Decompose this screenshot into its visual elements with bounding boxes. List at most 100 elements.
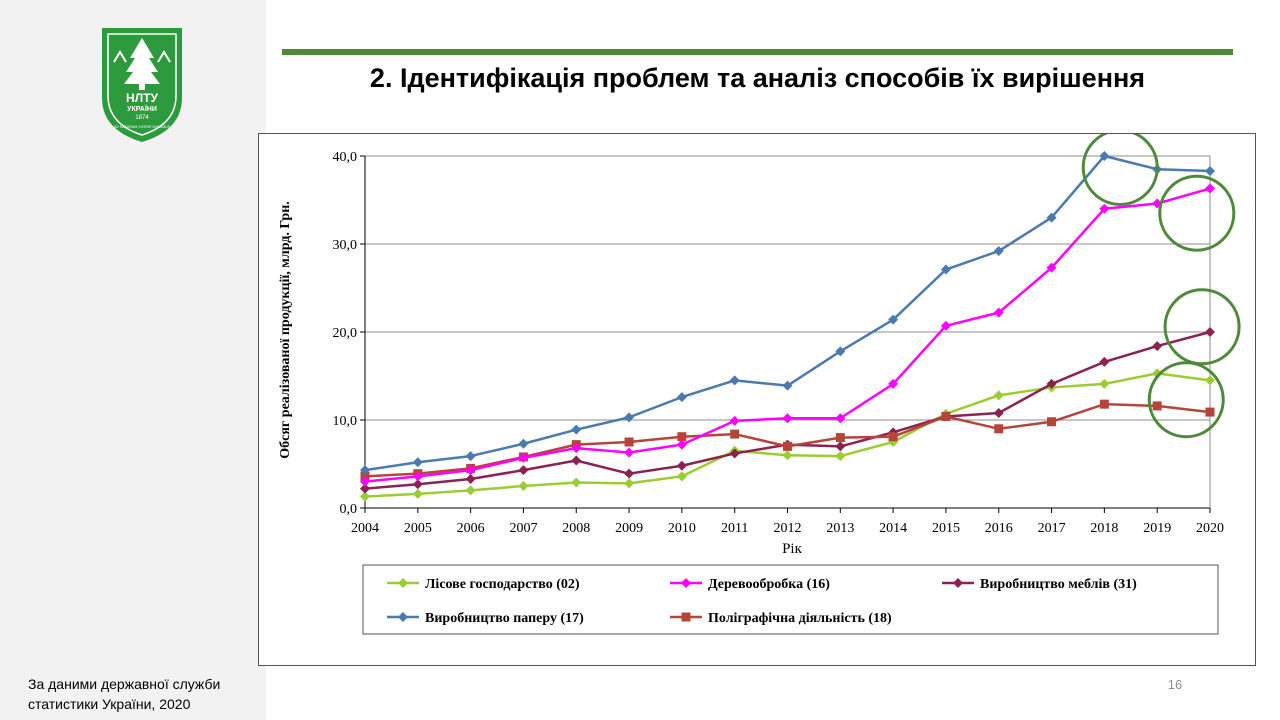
data-point [1047, 417, 1057, 427]
x-tick-label: 2018 [1090, 521, 1118, 536]
data-point [412, 457, 423, 468]
x-tick-label: 2017 [1038, 521, 1066, 536]
data-point [1205, 165, 1215, 176]
data-point [571, 443, 582, 454]
data-point [729, 375, 740, 386]
x-tick-label: 2005 [404, 521, 432, 536]
data-point [571, 455, 582, 466]
legend-marker [681, 612, 691, 622]
legend-label: Виробництво меблів (31) [980, 577, 1137, 592]
legend-label: Деревообробка (16) [708, 577, 830, 592]
y-tick-label: 40,0 [333, 150, 358, 165]
data-point [1099, 378, 1110, 389]
data-point [412, 471, 423, 482]
data-point [993, 407, 1004, 418]
x-tick-label: 2006 [457, 521, 485, 536]
x-tick-label: 2010 [668, 521, 696, 536]
x-tick-label: 2008 [562, 521, 590, 536]
university-crest-icon: НЛТУ УКРАЇНИ 1874 AD NATURAM VIVERE DISC… [102, 28, 182, 142]
x-tick-label: 2019 [1143, 521, 1171, 536]
x-tick-label: 2009 [615, 521, 643, 536]
data-point [676, 439, 687, 450]
data-point [360, 465, 370, 476]
data-point [465, 485, 476, 496]
data-point [782, 380, 793, 391]
legend-label: Поліграфічна діяльність (18) [708, 611, 892, 626]
data-point [730, 429, 740, 439]
legend-label: Лісове господарство (02) [425, 577, 580, 592]
university-logo: НЛТУ УКРАЇНИ 1874 AD NATURAM VIVERE DISC… [100, 26, 184, 144]
data-point [465, 465, 476, 476]
data-point [518, 452, 529, 463]
data-point [412, 488, 423, 499]
legend-label: Виробництво паперу (17) [425, 611, 584, 626]
y-tick-label: 10,0 [333, 414, 358, 429]
x-tick-label: 2013 [826, 521, 854, 536]
x-tick-label: 2014 [879, 521, 907, 536]
data-point [993, 390, 1004, 401]
data-point [1099, 356, 1110, 367]
y-tick-label: 20,0 [333, 326, 358, 341]
data-point [465, 473, 476, 484]
data-point [624, 412, 635, 423]
logo-motto: AD NATURAM VIVERE DISCIMUS [114, 125, 171, 129]
data-point [676, 392, 687, 403]
series-line [364, 187, 1211, 483]
data-point [1152, 341, 1163, 352]
highlight-circles [1081, 128, 1241, 439]
source-note: За даними державної служби статистики Ук… [28, 676, 221, 712]
y-axis-label: Обсяг реалізованої продукції, млрд. Грн. [278, 201, 293, 459]
data-point [360, 476, 370, 487]
data-point [1099, 203, 1110, 214]
legend-item: Поліграфічна діяльність (18) [670, 611, 892, 626]
chart-frame: 0,0 10,0 20,0 30,0 40,0 2004 2005 2006 2007 2008 2… [258, 128, 1256, 666]
logo-text-top: НЛТУ [126, 91, 158, 105]
data-point [465, 451, 476, 462]
data-point [360, 471, 370, 481]
data-point [624, 447, 635, 458]
legend-marker [953, 578, 963, 588]
data-point [624, 468, 635, 479]
legend-item: Виробництво меблів (31) [942, 577, 1137, 592]
series-line [364, 372, 1211, 498]
legend-item: Лісове господарство (02) [387, 577, 580, 592]
highlight-circle [1163, 288, 1241, 366]
data-point [1205, 375, 1215, 386]
x-tick-label: 2012 [774, 521, 802, 536]
data-point [518, 438, 529, 449]
data-point [676, 471, 687, 482]
data-point [783, 441, 792, 451]
data-point [677, 432, 687, 442]
highlight-circle [1158, 174, 1236, 252]
data-point [1046, 262, 1057, 273]
data-point [940, 320, 951, 331]
data-point [729, 415, 740, 426]
data-point [360, 491, 370, 502]
data-point [941, 411, 951, 421]
data-point [1205, 183, 1215, 194]
data-point [782, 450, 793, 461]
data-point [835, 433, 845, 443]
slide-title: 2. Ідентифікація проблем та аналіз спосо… [369, 63, 1146, 93]
data-point [624, 437, 634, 447]
x-tick-label: 2016 [985, 521, 1013, 536]
data-point [888, 432, 898, 442]
data-point [412, 479, 423, 490]
data-point [993, 307, 1004, 318]
logo-year: 1874 [135, 115, 149, 121]
x-tick-label: 2020 [1196, 521, 1224, 536]
data-point [360, 483, 370, 494]
axes: 0,0 10,0 20,0 30,0 40,0 2004 2005 2006 2007 2008 2… [333, 150, 1225, 536]
data-point [518, 465, 529, 476]
data-point [835, 413, 846, 424]
data-point [782, 413, 793, 424]
x-tick-label: 2011 [721, 521, 748, 536]
data-point [835, 346, 846, 357]
legend-box [362, 564, 1219, 635]
data-point [888, 314, 899, 325]
data-point [1152, 401, 1162, 411]
data-point [888, 378, 899, 389]
series-group [360, 183, 1215, 487]
grid-lines [365, 155, 1210, 421]
x-tick-label: 2004 [351, 521, 379, 536]
